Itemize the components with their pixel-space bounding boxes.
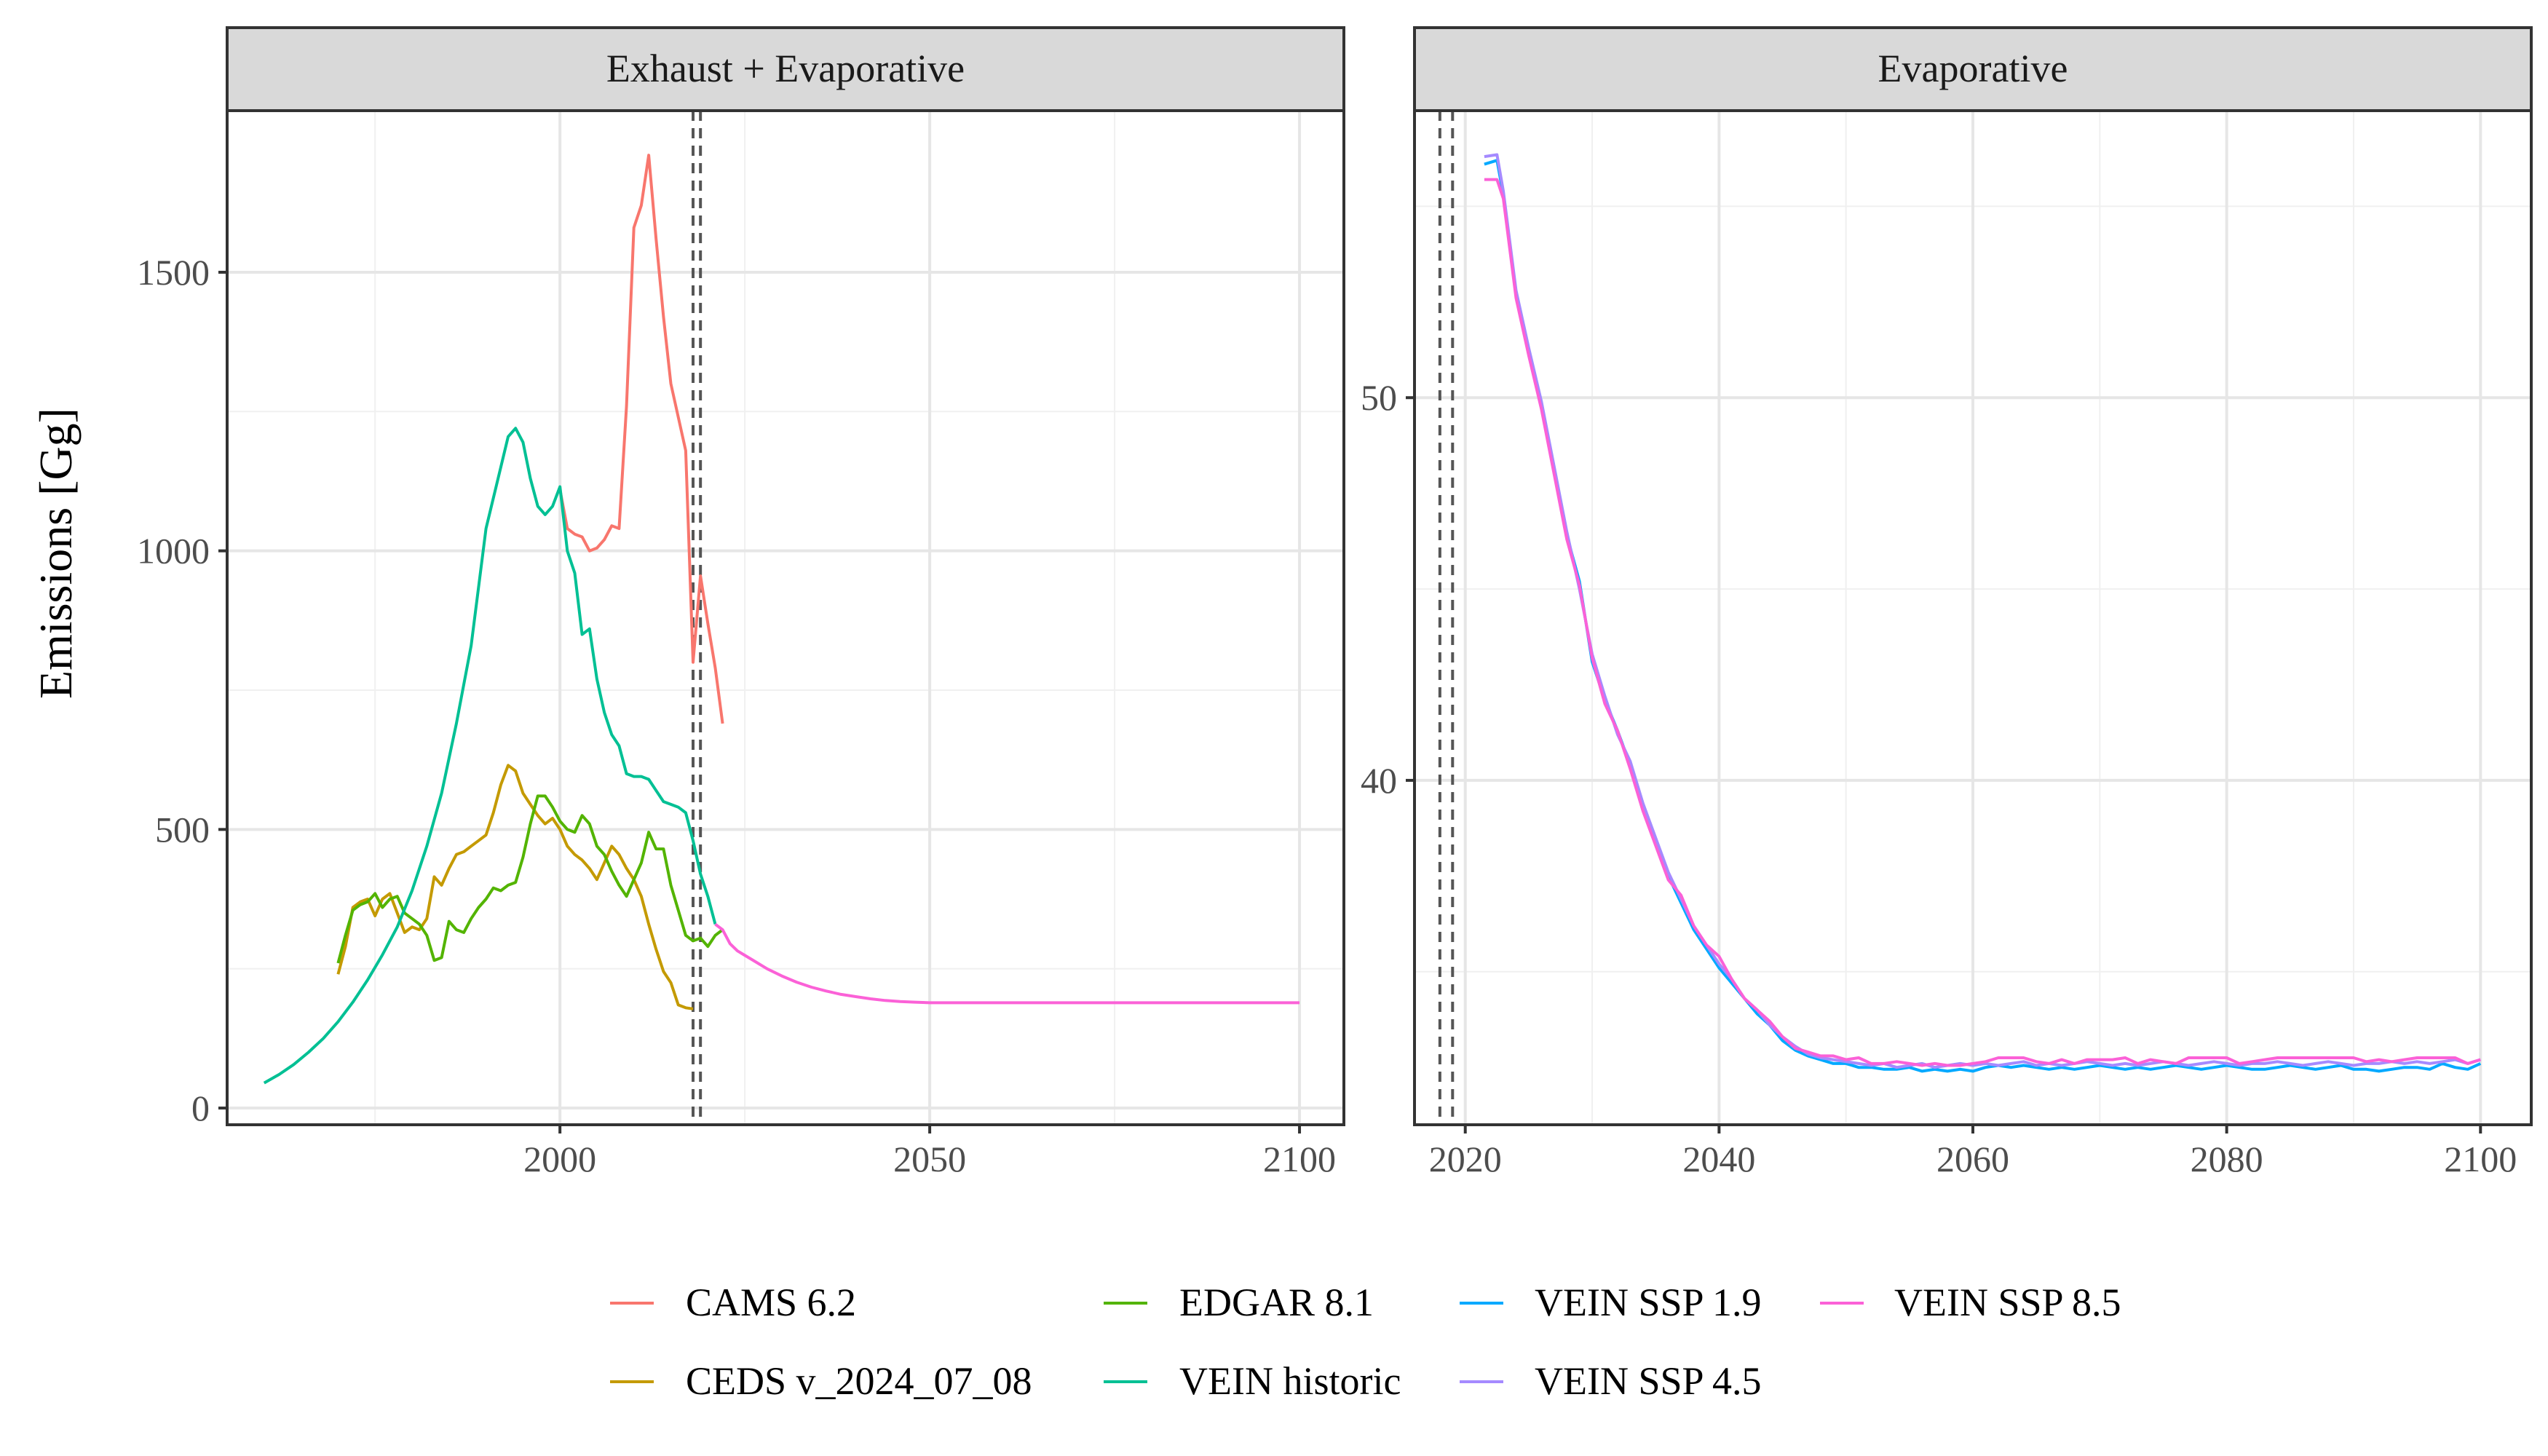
panel1-reference-lines xyxy=(692,111,703,1125)
p1-y-tick-label: 1000 xyxy=(137,531,210,571)
p2-x-tick-label: 2080 xyxy=(2191,1139,2263,1179)
legend-item-cams: CAMS 6.2 xyxy=(610,1281,856,1324)
legend-item-vein-historic: VEIN historic xyxy=(1104,1359,1401,1403)
legend-label-ceds: CEDS v_2024_07_08 xyxy=(686,1359,1032,1403)
panel2-strip-background xyxy=(1413,26,2533,112)
panel1-gridlines xyxy=(227,111,1344,1125)
p1-y-tick-label: 500 xyxy=(155,809,210,850)
legend-item-edgar: EDGAR 8.1 xyxy=(1104,1281,1374,1324)
legend-label-cams: CAMS 6.2 xyxy=(686,1281,856,1324)
p2-series-line-vein-ssp-1-9 xyxy=(1484,159,2482,1073)
p2-x-tick-label: 2020 xyxy=(1429,1139,1502,1179)
legend-item-vein-ssp85: VEIN SSP 8.5 xyxy=(1820,1281,2121,1324)
panel2-series xyxy=(1484,153,2482,1073)
p2-y-tick-label: 50 xyxy=(1361,377,1397,418)
p2-x-tick-label: 2040 xyxy=(1682,1139,1755,1179)
panel1-strip-background xyxy=(226,26,1345,112)
legend-label-vein-ssp85: VEIN SSP 8.5 xyxy=(1894,1281,2121,1324)
p1-series-line-ceds-v-2024-07-08 xyxy=(336,764,694,1010)
panel1-strip-label: Exhaust + Evaporative xyxy=(606,47,965,90)
legend-label-edgar: EDGAR 8.1 xyxy=(1179,1281,1374,1324)
legend-item-ceds: CEDS v_2024_07_08 xyxy=(610,1359,1032,1403)
panel1-border xyxy=(226,109,1345,1126)
y-axis-title: Emissions [Gg] xyxy=(30,408,82,699)
panel-exhaust-evaporative: Exhaust + Evaporative 2000 2050 2100 0 500 10… xyxy=(137,26,1345,1179)
p1-x-tick-label: 2000 xyxy=(523,1139,596,1179)
legend-label-vein-ssp19: VEIN SSP 1.9 xyxy=(1535,1281,1762,1324)
panel2-reference-lines xyxy=(1438,111,1455,1125)
p1-series-line-cams-6-2 xyxy=(558,154,724,724)
panel1-tick-labels: 2000 2050 2100 0 500 1000 1500 xyxy=(137,252,1336,1179)
panel1-series xyxy=(263,154,1299,1085)
legend: CAMS 6.2 CEDS v_2024_07_08 EDGAR 8.1 VEI… xyxy=(610,1281,2121,1403)
p2-x-tick-label: 2100 xyxy=(2444,1139,2517,1179)
p2-x-tick-label: 2060 xyxy=(1936,1139,2009,1179)
panel-evaporative: Evaporative 2020 2040 2060 2080 2100 40 50 xyxy=(1361,26,2533,1179)
p1-y-tick-label: 0 xyxy=(191,1088,210,1128)
legend-item-vein-ssp19: VEIN SSP 1.9 xyxy=(1460,1281,1762,1324)
p2-y-tick-label: 40 xyxy=(1361,760,1397,801)
p2-series-line-vein-ssp-4-5 xyxy=(1484,153,2481,1069)
legend-item-vein-ssp45: VEIN SSP 4.5 xyxy=(1460,1359,1762,1403)
legend-label-vein-ssp45: VEIN SSP 4.5 xyxy=(1535,1359,1762,1403)
p1-y-tick-label: 1500 xyxy=(137,252,210,293)
p1-series-line-edgar-8-1 xyxy=(336,794,724,964)
panel2-gridlines xyxy=(1415,111,2531,1125)
p1-series-line-vein-historic xyxy=(263,427,717,1085)
p1-x-tick-label: 2100 xyxy=(1263,1139,1336,1179)
p2-series-line-vein-ssp-8-5 xyxy=(1484,178,2481,1067)
panel2-tick-labels: 2020 2040 2060 2080 2100 40 50 xyxy=(1361,377,2517,1179)
legend-label-vein-historic: VEIN historic xyxy=(1179,1359,1401,1403)
p1-x-tick-label: 2050 xyxy=(893,1139,966,1179)
p1-series-line-vein-ssp-8-5 xyxy=(714,922,1299,1005)
panel2-strip-label: Evaporative xyxy=(1878,47,2068,90)
